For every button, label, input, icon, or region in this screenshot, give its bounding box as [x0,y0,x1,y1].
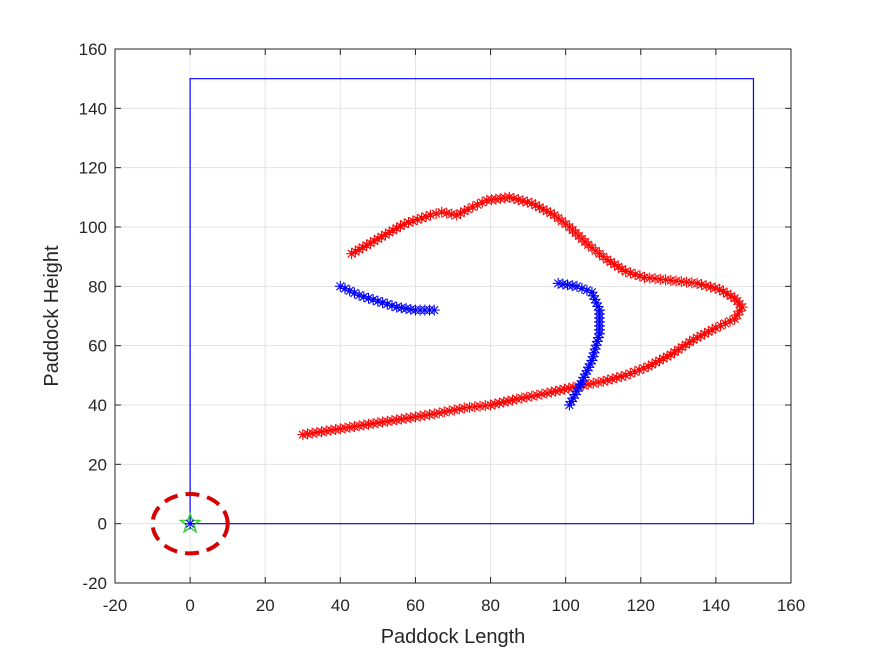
x-tick-label: 60 [406,596,425,615]
y-tick-label: 20 [88,455,107,474]
y-tick-label: 40 [88,396,107,415]
x-tick-label: 0 [185,596,194,615]
asterisk-marker [372,233,384,245]
y-tick-label: 160 [79,40,107,59]
x-tick-label: 80 [481,596,500,615]
asterisk-marker [654,273,666,285]
asterisk-marker [471,199,483,211]
asterisk-marker [571,385,583,397]
axes-frame [114,48,792,584]
asterisk-marker [629,366,641,378]
asterisk-marker [424,209,436,221]
plot-data [150,78,755,556]
asterisk-marker [665,274,677,286]
x-tick-label: 20 [256,596,275,615]
x-tick-label: -20 [103,596,128,615]
y-tick-label: 100 [79,218,107,237]
asterisk-marker [485,399,497,411]
asterisk-marker [297,429,309,441]
asterisk-marker [589,343,601,355]
axes-box [114,48,792,584]
asterisk-marker [638,362,650,374]
asterisk-marker [503,191,515,203]
asterisk-marker [729,313,741,325]
asterisk-marker [334,280,346,292]
y-tick-label: 0 [98,515,107,534]
y-tick-label: -20 [82,574,107,593]
asterisk-marker [462,203,474,215]
y-tick-label: 120 [79,159,107,178]
asterisk-marker [644,272,656,284]
asterisk-marker [339,283,351,295]
asterisk-marker [724,315,736,327]
asterisk-marker [660,274,672,286]
asterisk-marker [344,285,356,297]
asterisk-marker [590,245,602,257]
asterisk-marker [381,298,393,310]
asterisk-marker [537,203,549,215]
asterisk-marker [624,368,636,380]
asterisk-marker [428,304,440,316]
asterisk-marker [681,276,693,288]
asterisk-marker [675,276,687,288]
x-tick-label: 140 [702,596,730,615]
asterisk-marker [346,248,358,260]
asterisk-marker [633,364,645,376]
asterisk-marker [642,360,654,372]
x-axis-label: Paddock Length [381,626,526,648]
asterisk-marker [353,289,365,301]
y-tick-label: 140 [79,99,107,118]
asterisk-marker [563,399,575,411]
tick-labels: -20 0 20 40 60 80 100 120 140 160 -20 0 20 40 60 80 100 1… [79,40,806,615]
asterisk-marker [184,518,196,530]
asterisk-marker [476,197,488,209]
asterisk-marker [348,287,360,299]
asterisk-marker [479,400,491,412]
start-zone-circle [150,492,230,556]
x-tick-label: 120 [627,596,655,615]
x-tick-label: 160 [777,596,805,615]
asterisk-marker [699,328,711,340]
x-tick-label: 100 [551,596,579,615]
asterisk-marker [464,401,476,413]
asterisk-marker [416,212,428,224]
asterisk-marker [474,400,486,412]
asterisk-marker [438,406,450,418]
paddock-boundary [189,78,755,525]
asterisk-marker [458,402,470,414]
asterisk-marker [649,273,661,285]
asterisk-marker [670,275,682,287]
asterisk-marker [469,401,481,413]
y-axis-label: Paddock Height [41,245,63,387]
asterisk-marker [349,246,361,258]
x-tick-label: 40 [331,596,350,615]
asterisk-marker [448,404,460,416]
y-tick-label: 60 [88,337,107,356]
asterisk-marker [521,391,533,403]
asterisk-marker [719,317,731,329]
y-tick-label: 80 [88,277,107,296]
asterisk-marker [453,403,465,415]
